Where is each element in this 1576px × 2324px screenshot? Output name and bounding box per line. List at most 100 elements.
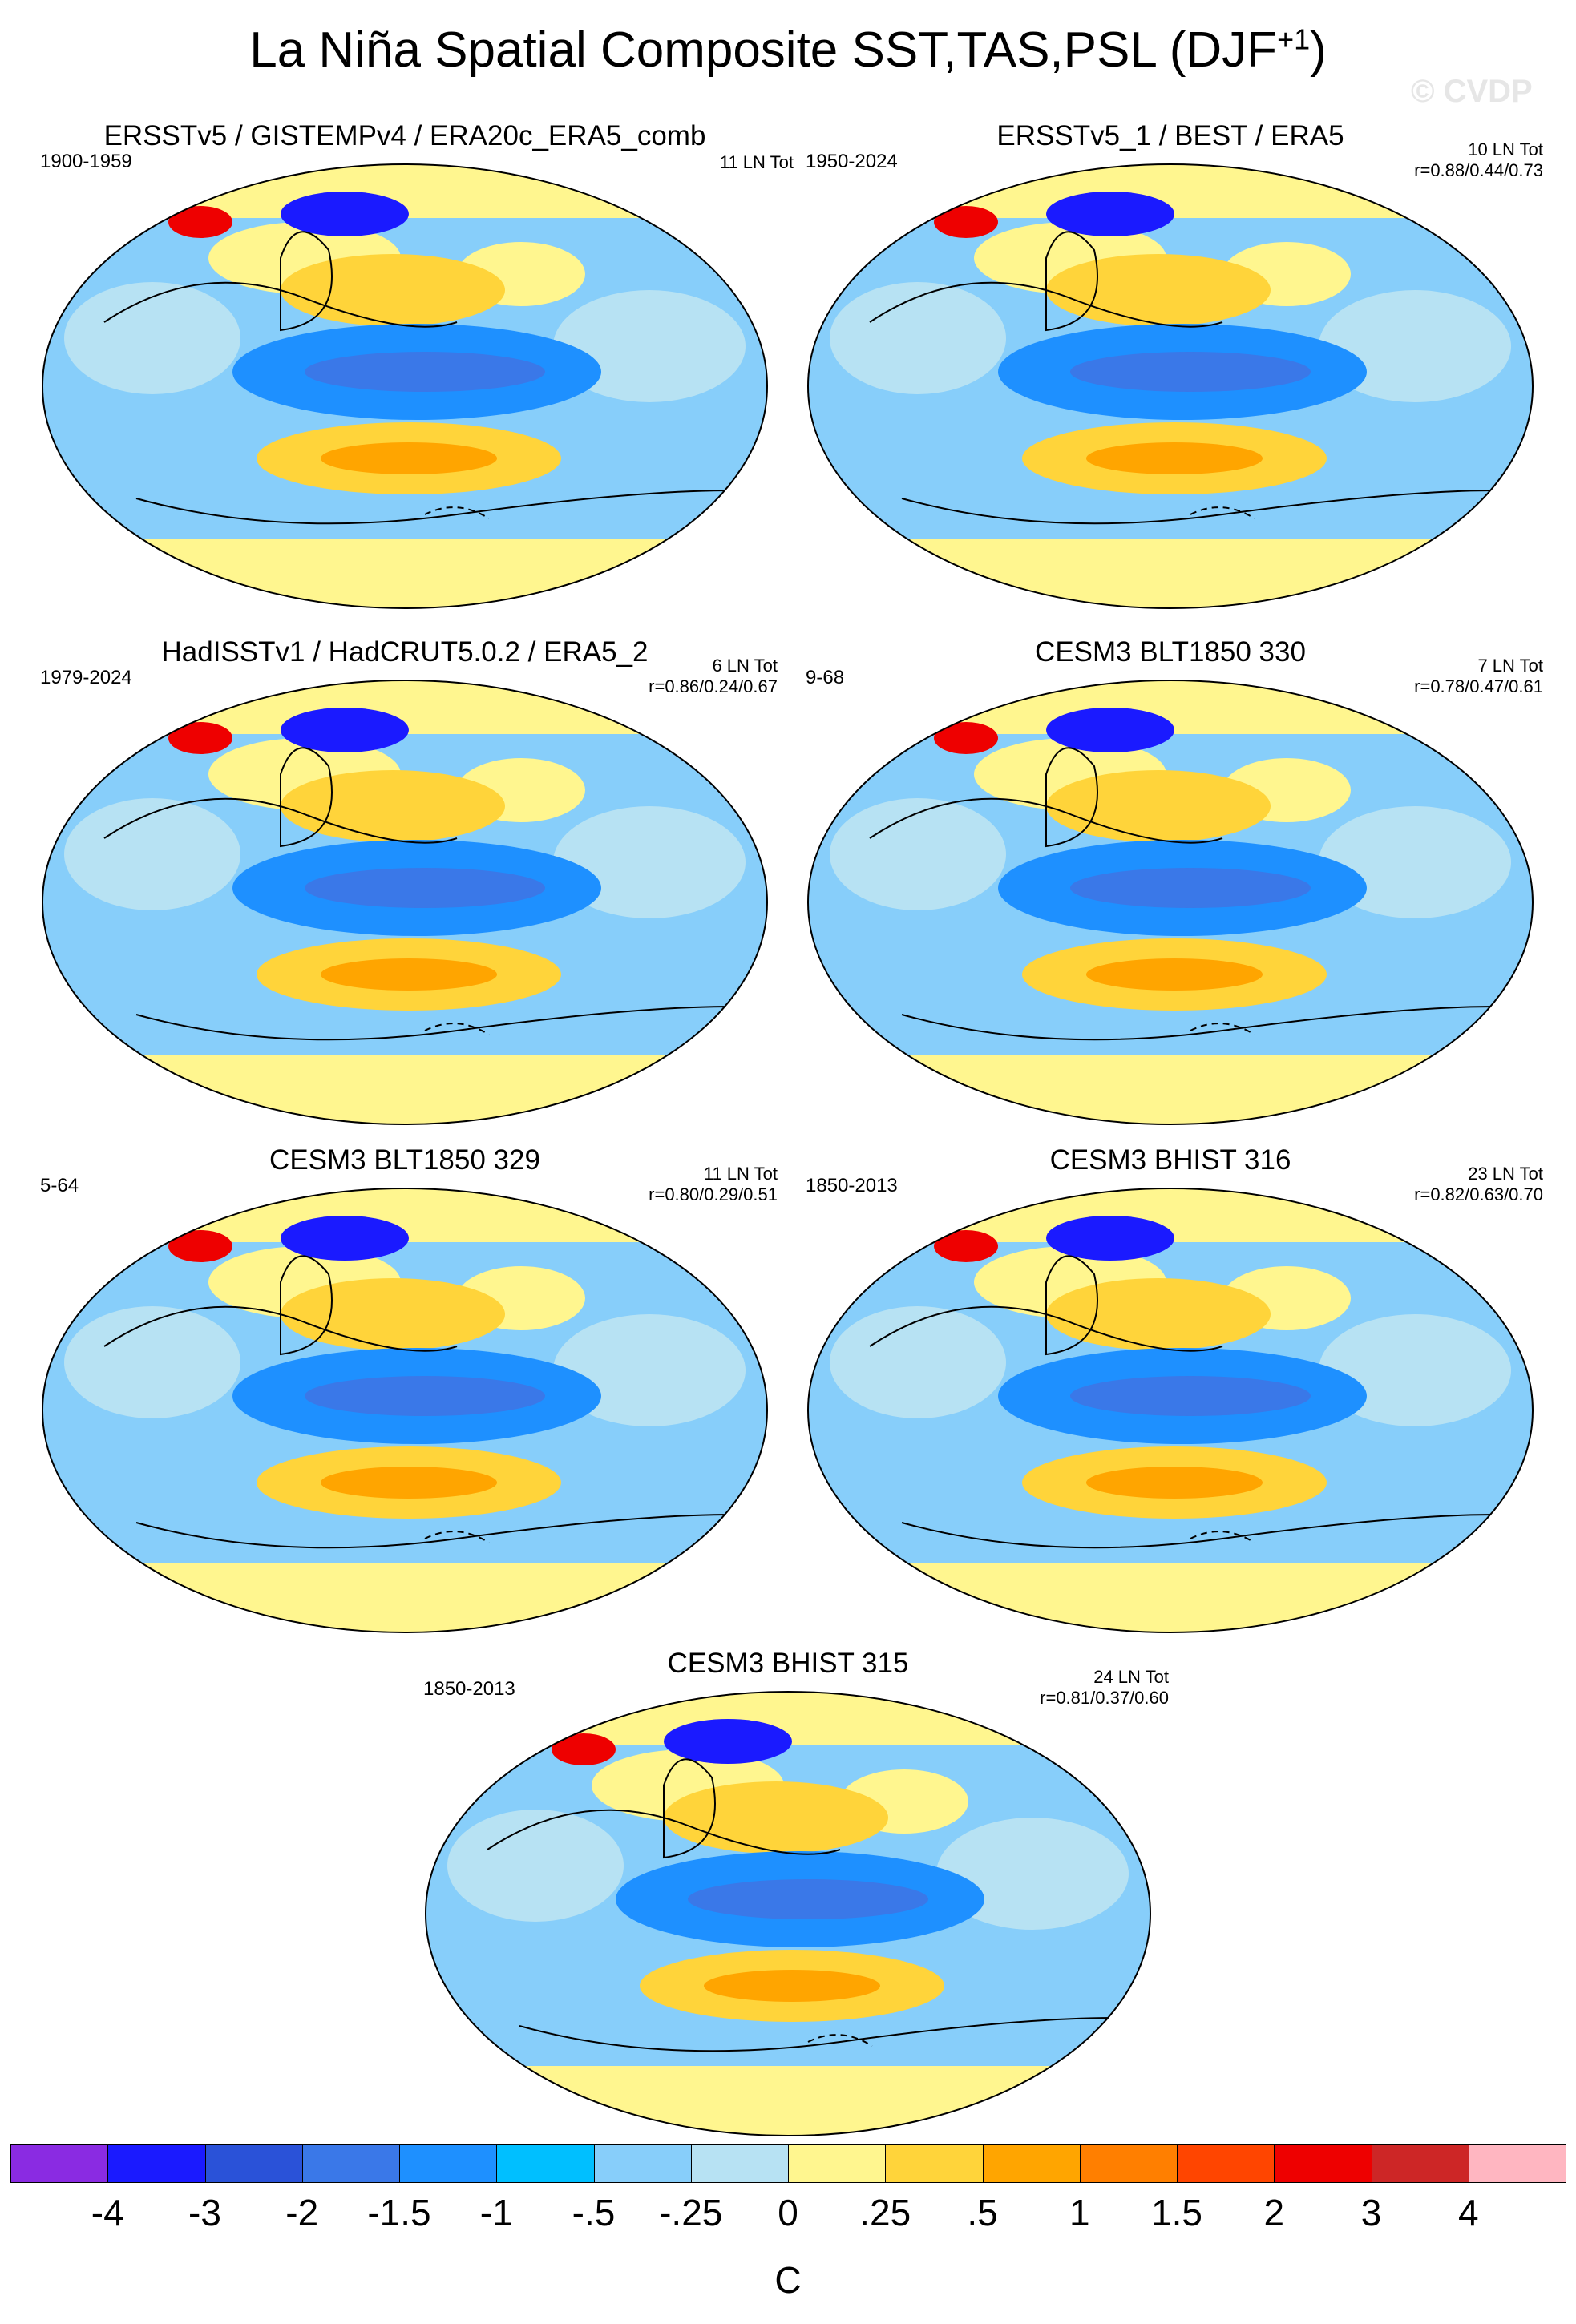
world-map (42, 163, 768, 609)
horseshoe-south-core (321, 1467, 497, 1499)
atlantic-anomaly (1319, 806, 1511, 918)
atlantic-anomaly (1319, 1314, 1511, 1426)
colorbar-tick-label: -1 (479, 2192, 513, 2233)
horseshoe-north (664, 1781, 888, 1854)
psl-contour (901, 490, 1496, 525)
panel-title: ERSSTv5_1 / BEST / ERA5 (996, 120, 1344, 151)
panel-correlation: r=0.82/0.63/0.70 (1414, 1184, 1543, 1204)
arctic-cold (664, 1719, 792, 1764)
horseshoe-south-core (321, 442, 497, 474)
colorbar-box (1371, 2144, 1469, 2183)
panel-stats: 11 LN Tot r=0.80/0.29/0.51 (649, 1164, 778, 1205)
horseshoe-south-core (1086, 958, 1263, 991)
world-map (425, 1691, 1151, 2136)
map-outline (42, 163, 768, 609)
psl-contour-dashed (424, 506, 490, 519)
map-outline (42, 680, 768, 1125)
panel-count: 10 LN Tot (1468, 139, 1543, 159)
psl-contour (1045, 231, 1098, 332)
colorbar-tick-label: 1.5 (1151, 2192, 1202, 2233)
arctic-cold (281, 192, 409, 236)
panel-title: HadISSTv1 / HadCRUT5.0.2 / ERA5_2 (161, 636, 649, 668)
arctic-cold (1046, 708, 1174, 752)
siberia-warm (168, 722, 232, 754)
antarctic-band (42, 1563, 767, 1632)
asia-anomaly (830, 1306, 1006, 1418)
colorbar-tick-label: -.5 (572, 2192, 616, 2233)
map-panel-blt1850-330: CESM3 BLT1850 330 9-68 7 LN Tot r=0.78/0… (806, 636, 1543, 1127)
colorbar-tick-label: -3 (188, 2192, 221, 2233)
siberia-warm (168, 1230, 232, 1262)
colorbar-box (1177, 2144, 1275, 2183)
panel-title: ERSSTv5 / GISTEMPv4 / ERA20c_ERA5_comb (103, 120, 706, 151)
psl-contour (280, 231, 333, 332)
horseshoe-north (281, 770, 505, 842)
siberia-warm (934, 1230, 998, 1262)
psl-contour (135, 1514, 730, 1549)
psl-contour-dashed (1190, 1531, 1255, 1543)
siberia-warm (934, 722, 998, 754)
enso-core (305, 868, 545, 908)
horseshoe-north (1046, 1278, 1271, 1350)
siberia-warm (168, 206, 232, 238)
colorbar-tick-label: -.25 (659, 2192, 723, 2233)
panel-period: 5-64 (40, 1175, 79, 1196)
horseshoe-south-core (704, 1970, 880, 2002)
panel-stats: 23 LN Tot r=0.82/0.63/0.70 (1414, 1164, 1543, 1205)
panel-period: 1850-2013 (806, 1175, 898, 1196)
colorbar-tick-label: 1 (1069, 2192, 1090, 2233)
arctic-cold (1046, 192, 1174, 236)
psl-contour (280, 747, 333, 848)
panel-correlation: r=0.81/0.37/0.60 (1040, 1688, 1169, 1708)
antarctic-band (808, 1563, 1533, 1632)
map-outline (42, 1188, 768, 1633)
panel-count: 23 LN Tot (1468, 1164, 1543, 1184)
psl-contour (103, 281, 458, 328)
psl-contour (487, 1809, 841, 1855)
panel-correlation: r=0.80/0.29/0.51 (649, 1184, 778, 1204)
panel-correlation: r=0.86/0.24/0.67 (649, 676, 778, 696)
atlantic-anomaly (553, 1314, 746, 1426)
antarctic-band (808, 1055, 1533, 1124)
enso-core (1070, 868, 1311, 908)
colorbar-tick-label: -1.5 (367, 2192, 431, 2233)
colorbar-box (593, 2144, 692, 2183)
asia-anomaly (64, 798, 240, 910)
panel-period: 1979-2024 (40, 667, 132, 688)
psl-contour (135, 1006, 730, 1041)
horseshoe-north (281, 254, 505, 326)
map-panel-bhist-316: CESM3 BHIST 316 1850-2013 23 LN Tot r=0.… (806, 1144, 1543, 1635)
psl-contour-dashed (424, 1531, 490, 1543)
map-outline (807, 163, 1534, 609)
atlantic-anomaly (553, 290, 746, 402)
world-map (807, 163, 1534, 609)
world-map (42, 1188, 768, 1633)
panel-count: 7 LN Tot (1477, 656, 1543, 676)
colorbar-box (204, 2144, 303, 2183)
asia-anomaly (64, 1306, 240, 1418)
colorbar-tick-label: .25 (859, 2192, 911, 2233)
antarctic-band (42, 539, 767, 608)
map-outline (807, 680, 1534, 1125)
cvdp-watermark: © CVDP (1411, 74, 1533, 109)
panel-count: 24 LN Tot (1093, 1667, 1169, 1687)
colorbar-box (496, 2144, 595, 2183)
map-panel-ersst-best-era5: ERSSTv5_1 / BEST / ERA5 1950-2024 10 LN … (806, 120, 1543, 611)
panel-stats: 11 LN Tot (720, 152, 794, 173)
asia-anomaly (64, 282, 240, 394)
colorbar-tick-label: 0 (778, 2192, 798, 2233)
psl-contour (1045, 747, 1098, 848)
psl-contour (869, 797, 1223, 844)
panel-stats: 24 LN Tot r=0.81/0.37/0.60 (1040, 1667, 1169, 1709)
psl-contour (869, 281, 1223, 328)
psl-contour (901, 1006, 1496, 1041)
colorbar-tick-label: -2 (285, 2192, 319, 2233)
enso-core (1070, 352, 1311, 392)
panel-title: CESM3 BHIST 315 (667, 1648, 909, 1679)
figure-title: La Niña Spatial Composite SST,TAS,PSL (D… (249, 22, 1327, 78)
panel-stats: 10 LN Tot r=0.88/0.44/0.73 (1414, 139, 1543, 181)
siberia-warm (934, 206, 998, 238)
world-map (42, 680, 768, 1125)
map-panel-ersst-gistemp: ERSSTv5 / GISTEMPv4 / ERA20c_ERA5_comb 1… (40, 120, 794, 611)
enso-core (305, 1376, 545, 1416)
